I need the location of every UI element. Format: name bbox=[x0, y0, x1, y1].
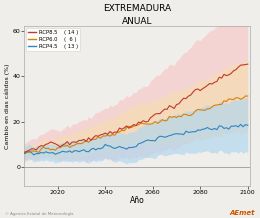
Y-axis label: Cambio en dias cálidos (%): Cambio en dias cálidos (%) bbox=[4, 63, 10, 149]
Text: AEmet: AEmet bbox=[229, 210, 255, 216]
X-axis label: Año: Año bbox=[130, 196, 145, 205]
Title: EXTREMADURA
ANUAL: EXTREMADURA ANUAL bbox=[103, 4, 171, 26]
Legend: RCP8.5    ( 14 ), RCP6.0    (  6 ), RCP4.5    ( 13 ): RCP8.5 ( 14 ), RCP6.0 ( 6 ), RCP4.5 ( 13… bbox=[26, 28, 80, 51]
Text: © Agencia Estatal de Meteorología: © Agencia Estatal de Meteorología bbox=[5, 212, 74, 216]
